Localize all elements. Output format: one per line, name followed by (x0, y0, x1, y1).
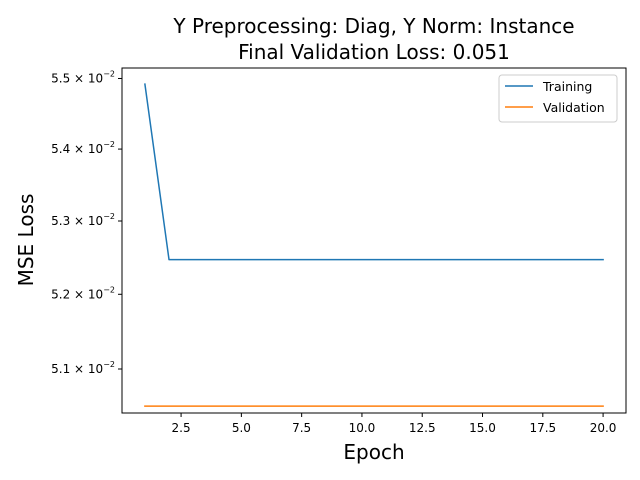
y-tick-label: 5.4 × 10−2 (51, 140, 115, 156)
y-tick-label: 5.1 × 10−2 (51, 360, 115, 376)
x-tick-label: 12.5 (409, 421, 436, 435)
legend-label-validation: Validation (543, 100, 605, 115)
x-tick-label: 20.0 (590, 421, 617, 435)
y-tick-label: 5.3 × 10−2 (51, 212, 115, 228)
y-axis-label: MSE Loss (14, 194, 38, 287)
y-tick-label: 5.2 × 10−2 (51, 285, 115, 301)
legend: Training Validation (498, 74, 618, 123)
legend-label-training: Training (542, 79, 592, 94)
chart-title-line-2: Final Validation Loss: 0.051 (238, 40, 510, 64)
x-tick-label: 2.5 (172, 421, 191, 435)
x-tick-label: 7.5 (292, 421, 311, 435)
x-tick-label: 10.0 (349, 421, 376, 435)
x-tick-label: 15.0 (469, 421, 496, 435)
plot-area (144, 83, 604, 407)
y-tick-label: 5.5 × 10−2 (51, 69, 115, 85)
x-axis-label: Epoch (343, 440, 404, 464)
x-tick-label: 5.0 (232, 421, 251, 435)
axes-frame (121, 67, 627, 414)
series-line-training (144, 83, 604, 261)
x-tick-label: 17.5 (529, 421, 556, 435)
chart-title-line-1: Y Preprocessing: Diag, Y Norm: Instance (172, 14, 574, 38)
